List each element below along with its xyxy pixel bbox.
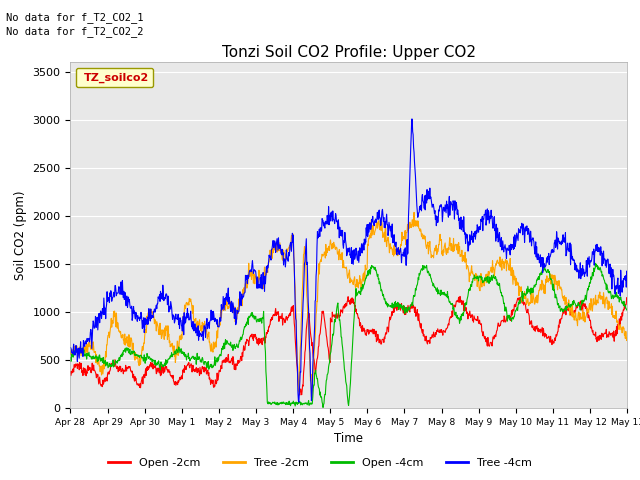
Legend: TZ_soilco2: TZ_soilco2	[76, 68, 154, 87]
X-axis label: Time: Time	[334, 432, 364, 445]
Text: No data for f_T2_CO2_1: No data for f_T2_CO2_1	[6, 12, 144, 23]
Title: Tonzi Soil CO2 Profile: Upper CO2: Tonzi Soil CO2 Profile: Upper CO2	[222, 45, 476, 60]
Text: No data for f_T2_CO2_2: No data for f_T2_CO2_2	[6, 26, 144, 37]
Legend: Open -2cm, Tree -2cm, Open -4cm, Tree -4cm: Open -2cm, Tree -2cm, Open -4cm, Tree -4…	[104, 453, 536, 472]
Y-axis label: Soil CO2 (ppm): Soil CO2 (ppm)	[14, 191, 27, 280]
